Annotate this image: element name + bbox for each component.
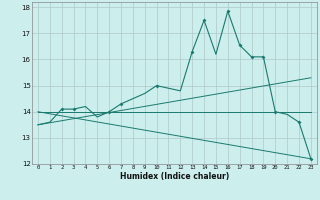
X-axis label: Humidex (Indice chaleur): Humidex (Indice chaleur) — [120, 172, 229, 181]
